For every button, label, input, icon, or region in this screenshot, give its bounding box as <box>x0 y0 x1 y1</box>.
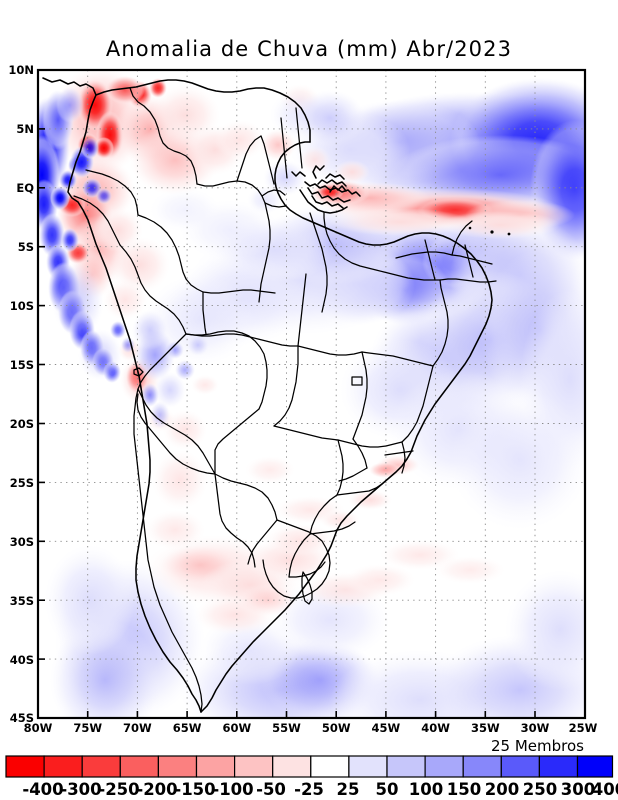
y-axis-labels: 10N 5N EQ 5S 10S 15S 20S 25S 30S 35S 40S… <box>8 63 34 725</box>
y-tick-label: 5N <box>16 122 34 136</box>
page-title: Anomalia de Chuva (mm) Abr/2023 <box>106 37 512 61</box>
x-tick-label: 75W <box>73 721 102 735</box>
colorbar-swatch <box>81 755 121 778</box>
colorbar-swatch <box>462 755 502 778</box>
y-tick-label: 45S <box>10 711 34 725</box>
colorbar-tick-label: 400 <box>592 780 618 799</box>
y-tick-label: 30S <box>10 535 34 549</box>
colorbar-tick-label: -150 <box>174 780 215 799</box>
x-tick-label: 30W <box>521 721 550 735</box>
colorbar-tick-label: 150 <box>447 780 481 799</box>
y-tick-label: 25S <box>10 476 34 490</box>
x-tick-label: 25W <box>569 721 598 735</box>
x-tick-label: 55W <box>272 721 301 735</box>
colorbar-tick-label: 250 <box>523 780 557 799</box>
colorbar-swatch <box>576 755 614 778</box>
x-axis-labels: 80W 75W 70W 65W 60W 55W 50W 45W 40W 35W … <box>24 721 598 735</box>
colorbar-tick-label: -300 <box>60 780 101 799</box>
x-tick-label: 65W <box>173 721 202 735</box>
colorbar-swatch <box>538 755 579 778</box>
colorbar-swatch <box>43 755 83 778</box>
y-tick-label: EQ <box>16 181 34 195</box>
map-outlines <box>42 77 511 713</box>
colorbar-swatch <box>500 755 540 778</box>
colorbar-tick-label: -400 <box>22 780 63 799</box>
colorbar-swatch <box>386 755 426 778</box>
anomaly-field <box>38 70 585 718</box>
colorbar-swatch <box>310 755 350 778</box>
colorbar-tick-label: -250 <box>98 780 139 799</box>
y-tick-label: 35S <box>10 594 34 608</box>
colorbar-swatch <box>5 755 45 778</box>
colorbar-swatch <box>195 755 236 778</box>
x-tick-label: 50W <box>322 721 351 735</box>
colorbar-tick-label: 50 <box>376 780 399 799</box>
y-tick-label: 10N <box>8 63 34 77</box>
x-tick-label: 60W <box>222 721 251 735</box>
ensemble-members-label: 25 Membros <box>491 737 584 755</box>
y-tick-label: 15S <box>10 358 34 372</box>
x-tick-label: 40W <box>421 721 450 735</box>
map-frame <box>36 68 587 720</box>
y-tick-label: 40S <box>10 653 34 667</box>
colorbar-tick-label: 25 <box>337 780 360 799</box>
y-tick-label: 5S <box>18 240 34 254</box>
colorbar-tick-label: -200 <box>136 780 177 799</box>
colorbar-swatch <box>157 755 198 778</box>
y-tick-label: 10S <box>10 299 34 313</box>
colorbar-swatch <box>272 755 312 778</box>
colorbar: -400 -300 -250 -200 -150 -100 -50 -25 25… <box>5 755 618 799</box>
x-tick-label: 45W <box>372 721 401 735</box>
colorbar-tick-label: 200 <box>485 780 519 799</box>
axis-ticks <box>38 128 536 718</box>
colorbar-swatch <box>234 755 274 778</box>
colorbar-tick-label: 100 <box>409 780 443 799</box>
colorbar-tick-label: -25 <box>294 780 324 799</box>
x-tick-label: 70W <box>123 721 152 735</box>
x-tick-label: 35W <box>471 721 500 735</box>
colorbar-swatch <box>348 755 388 778</box>
colorbar-tick-labels: -400 -300 -250 -200 -150 -100 -50 -25 25… <box>22 780 618 799</box>
map-panel: 10N 5N EQ 5S 10S 15S 20S 25S 30S 35S 40S… <box>8 63 598 735</box>
y-tick-label: 20S <box>10 417 34 431</box>
colorbar-swatch <box>119 755 160 778</box>
colorbar-tick-label: 300 <box>561 780 595 799</box>
x-tick-label: 80W <box>24 721 53 735</box>
colorbar-swatches <box>5 755 614 778</box>
colorbar-tick-label: -100 <box>212 780 253 799</box>
colorbar-swatch <box>424 755 464 778</box>
colorbar-tick-label: -50 <box>256 780 286 799</box>
